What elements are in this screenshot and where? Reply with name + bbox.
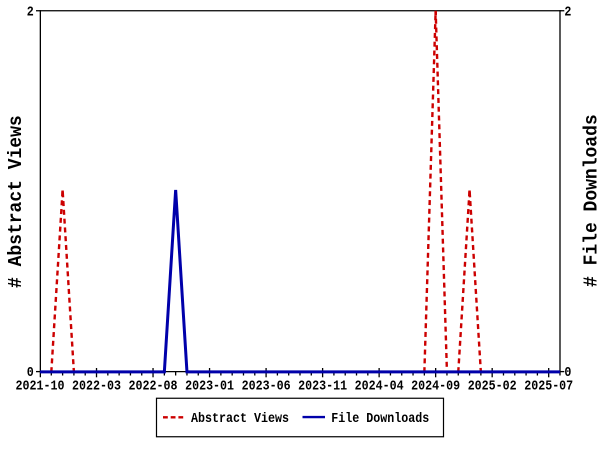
svg-text:2022-03: 2022-03	[72, 378, 121, 394]
svg-text:2: 2	[27, 3, 34, 19]
svg-text:2022-08: 2022-08	[129, 378, 178, 394]
svg-text:2023-11: 2023-11	[298, 378, 347, 394]
svg-text:2021-10: 2021-10	[16, 378, 65, 394]
svg-text:2025-02: 2025-02	[468, 378, 517, 394]
svg-text:Abstract Views: Abstract Views	[191, 410, 289, 426]
svg-text:# Abstract Views: # Abstract Views	[4, 115, 27, 288]
svg-text:0: 0	[564, 364, 571, 380]
svg-text:2: 2	[564, 3, 571, 19]
svg-text:2023-06: 2023-06	[242, 378, 291, 394]
svg-text:File Downloads: File Downloads	[331, 410, 429, 426]
svg-text:2024-09: 2024-09	[411, 378, 460, 394]
svg-text:2024-04: 2024-04	[355, 378, 404, 394]
svg-text:# File Downloads: # File Downloads	[580, 114, 600, 287]
svg-text:0: 0	[27, 364, 34, 380]
svg-text:2025-07: 2025-07	[524, 378, 573, 394]
svg-text:2023-01: 2023-01	[185, 378, 234, 394]
